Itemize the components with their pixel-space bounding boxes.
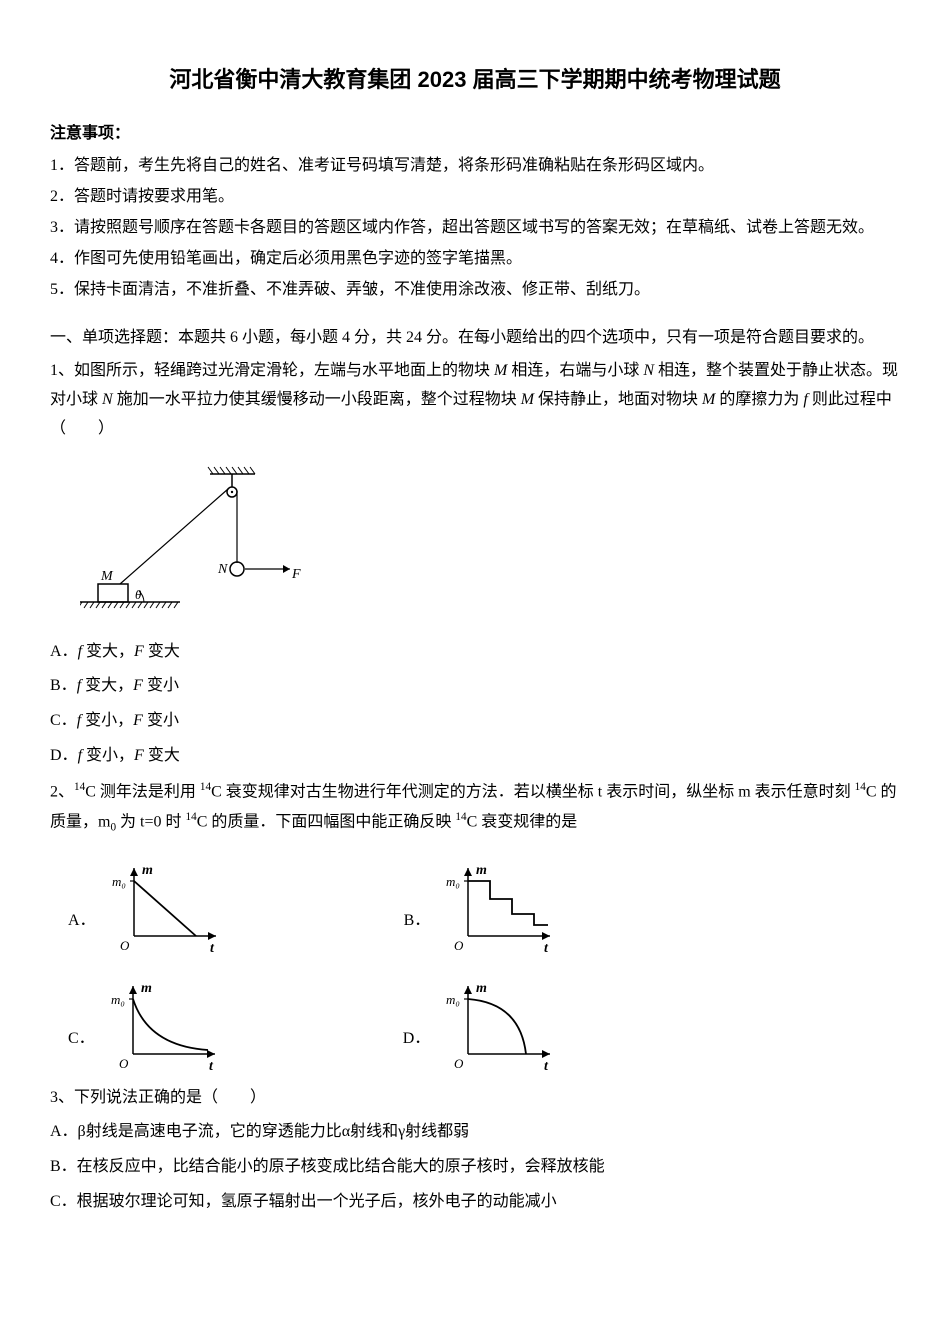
decay-graph-B: m m₀ Ot xyxy=(438,856,558,956)
notice-heading: 注意事项： xyxy=(50,120,900,149)
svg-text:m: m xyxy=(476,863,487,878)
isotope-sup: 14 xyxy=(200,781,211,793)
q1-text: 的摩擦力为 xyxy=(715,391,803,408)
question-3: 3、下列说法正确的是（ ） xyxy=(50,1084,900,1113)
opt-label: A． xyxy=(50,643,78,660)
q1-option-D: D．f 变小，F 变大 xyxy=(50,742,900,771)
notice-item: 2．答题时请按要求用笔。 xyxy=(50,183,900,212)
svg-text:t: t xyxy=(544,1059,549,1074)
notice-item: 5．保持卡面清洁，不准折叠、不准弄破、弄皱，不准使用涂改液、修正带、刮纸刀。 xyxy=(50,276,900,305)
notice-item: 3．请按照题号顺序在答题卡各题目的答题区域内作答，超出答题区域书写的答案无效；在… xyxy=(50,214,900,243)
svg-text:O: O xyxy=(119,1056,129,1071)
section-intro: 一、单项选择题：本题共 6 小题，每小题 4 分，共 24 分。在每小题给出的四… xyxy=(50,324,900,353)
q1-diagram: M N Fθ xyxy=(80,456,900,626)
isotope-base: C xyxy=(85,783,96,800)
notice-item: 4．作图可先使用铅笔画出，确定后必须用黑色字迹的签字笔描黑。 xyxy=(50,245,900,274)
decay-graph-D: m m₀ Ot xyxy=(438,974,558,1074)
q1-option-B: B．f 变大，F 变小 xyxy=(50,672,900,701)
svg-text:O: O xyxy=(454,1056,464,1071)
opt-label: A． xyxy=(68,907,96,956)
q2-text: 2、 xyxy=(50,783,74,800)
isotope-base: C xyxy=(866,783,877,800)
q2-text: 衰变规律对古生物进行年代测定的方法．若以横坐标 t 表示时间，纵坐标 m 表示任… xyxy=(222,783,855,800)
opt-label: D． xyxy=(403,1025,431,1074)
isotope-base: C xyxy=(467,813,478,830)
q2-graphs-row2: C． m m₀ Ot D． m m₀ Ot xyxy=(68,974,900,1074)
svg-text:m₀: m₀ xyxy=(446,992,460,1007)
notice-item: 1．答题前，考生先将自己的姓名、准考证号码填写清楚，将条形码准确粘贴在条形码区域… xyxy=(50,152,900,181)
decay-graph-C: m m₀ Ot xyxy=(103,974,223,1074)
var-F: F xyxy=(133,677,143,694)
svg-text:m: m xyxy=(476,981,487,996)
isotope-sup: 14 xyxy=(855,781,866,793)
svg-text:θ: θ xyxy=(135,587,142,602)
var-N: N xyxy=(643,362,654,379)
opt-label: D． xyxy=(50,747,78,764)
question-2: 2、14C 测年法是利用 14C 衰变规律对古生物进行年代测定的方法．若以横坐标… xyxy=(50,777,900,838)
opt-text: 变小 xyxy=(143,677,179,694)
q3-option-C: C．根据玻尔理论可知，氢原子辐射出一个光子后，核外电子的动能减小 xyxy=(50,1188,900,1217)
opt-label: C． xyxy=(68,1025,95,1074)
opt-text: 变小， xyxy=(82,747,134,764)
q2-option-C: C． m m₀ Ot xyxy=(68,974,223,1074)
isotope-base: C xyxy=(197,813,208,830)
q2-option-A: A． m m₀ Ot xyxy=(68,856,224,956)
q1-text: 保持静止，地面对物块 xyxy=(534,391,702,408)
q1-option-C: C．f 变小，F 变小 xyxy=(50,707,900,736)
svg-text:m₀: m₀ xyxy=(446,874,460,889)
isotope-base: C xyxy=(211,783,222,800)
q2-option-B: B． m m₀ Ot xyxy=(404,856,559,956)
var-N: N xyxy=(102,391,113,408)
q1-text: 相连，右端与小球 xyxy=(507,362,643,379)
q2-text: 的质量．下面四幅图中能正确反映 xyxy=(207,813,455,830)
opt-text: 变大， xyxy=(81,677,133,694)
opt-label: B． xyxy=(50,677,77,694)
svg-text:t: t xyxy=(210,941,215,956)
var-F: F xyxy=(133,712,143,729)
var-M: M xyxy=(521,391,534,408)
decay-graph-A: m m₀ Ot xyxy=(104,856,224,956)
q1-text: 1、如图所示，轻绳跨过光滑定滑轮，左端与水平地面上的物块 xyxy=(50,362,494,379)
q1-option-A: A．f 变大，F 变大 xyxy=(50,638,900,667)
page-title: 河北省衡中清大教育集团 2023 届高三下学期期中统考物理试题 xyxy=(50,60,900,100)
svg-text:M: M xyxy=(100,569,114,584)
opt-text: 变大， xyxy=(82,643,134,660)
svg-text:m: m xyxy=(141,981,152,996)
q2-option-D: D． m m₀ Ot xyxy=(403,974,559,1074)
var-F: F xyxy=(134,747,144,764)
isotope-sup: 14 xyxy=(74,781,85,793)
svg-text:m: m xyxy=(142,863,153,878)
var-M: M xyxy=(494,362,507,379)
opt-label: C． xyxy=(50,712,77,729)
svg-text:t: t xyxy=(209,1059,214,1074)
svg-text:F: F xyxy=(291,567,301,582)
svg-text:N: N xyxy=(217,562,228,577)
var-F: F xyxy=(134,643,144,660)
q2-text: 为 t=0 时 xyxy=(116,813,185,830)
opt-text: 变小 xyxy=(143,712,179,729)
svg-text:m₀: m₀ xyxy=(111,992,125,1007)
isotope-sup: 14 xyxy=(455,811,466,823)
opt-text: 变大 xyxy=(144,747,180,764)
q1-text: 施加一水平拉力使其缓慢移动一小段距离，整个过程物块 xyxy=(113,391,521,408)
svg-text:m₀: m₀ xyxy=(112,874,126,889)
q2-text: 测年法是利用 xyxy=(96,783,200,800)
svg-text:t: t xyxy=(544,941,549,956)
q2-text: 衰变规律的是 xyxy=(477,813,577,830)
q2-graphs-row1: A． m m₀ Ot B． m m₀ Ot xyxy=(68,856,900,956)
svg-text:O: O xyxy=(454,938,464,953)
var-M: M xyxy=(702,391,715,408)
opt-label: B． xyxy=(404,907,431,956)
opt-text: 变小， xyxy=(81,712,133,729)
svg-text:O: O xyxy=(120,938,130,953)
pulley-diagram-svg: M N Fθ xyxy=(80,456,310,626)
question-1: 1、如图所示，轻绳跨过光滑定滑轮，左端与水平地面上的物块 M 相连，右端与小球 … xyxy=(50,357,900,443)
q3-option-B: B．在核反应中，比结合能小的原子核变成比结合能大的原子核时，会释放核能 xyxy=(50,1153,900,1182)
opt-text: 变大 xyxy=(144,643,180,660)
q3-option-A: A．β射线是高速电子流，它的穿透能力比α射线和γ射线都弱 xyxy=(50,1118,900,1147)
isotope-sup: 14 xyxy=(186,811,197,823)
